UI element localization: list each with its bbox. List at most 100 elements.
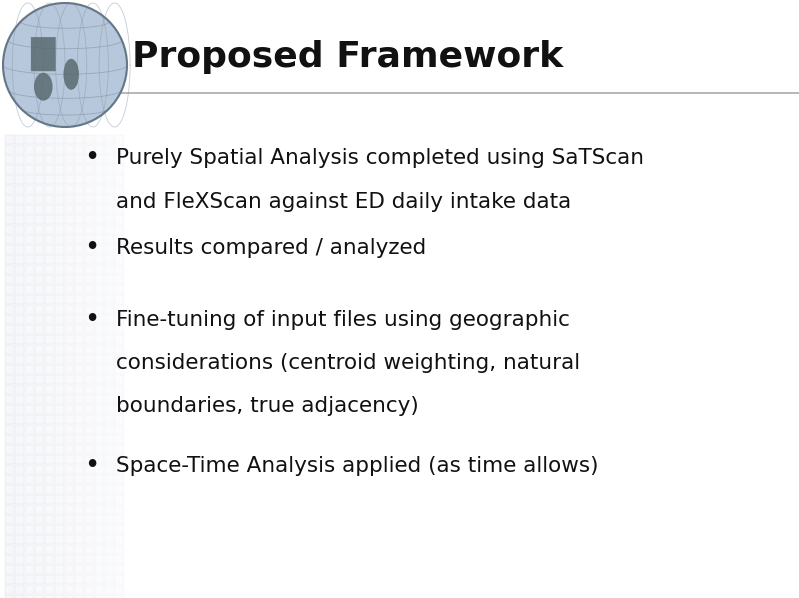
Bar <box>95 485 104 494</box>
Bar <box>55 325 64 334</box>
Bar <box>15 335 24 344</box>
Bar <box>115 355 124 364</box>
Bar <box>35 375 44 384</box>
Bar <box>5 215 14 224</box>
Bar <box>105 225 114 234</box>
Bar <box>115 385 124 394</box>
Bar <box>55 535 64 544</box>
Bar <box>115 205 124 214</box>
Bar <box>35 335 44 344</box>
Bar <box>45 225 54 234</box>
Bar <box>55 405 64 414</box>
Bar <box>45 185 54 194</box>
Bar <box>25 225 34 234</box>
Bar <box>35 425 44 434</box>
Bar <box>115 345 124 354</box>
Bar <box>115 535 124 544</box>
Bar <box>55 515 64 524</box>
Bar <box>105 365 114 374</box>
Bar <box>75 375 84 384</box>
Bar <box>105 245 114 254</box>
Bar <box>85 345 94 354</box>
Bar <box>25 315 34 324</box>
Bar <box>15 435 24 444</box>
Bar <box>25 475 34 484</box>
Bar <box>75 305 84 314</box>
Bar <box>15 515 24 524</box>
Bar <box>15 345 24 354</box>
Bar <box>95 425 104 434</box>
Bar <box>65 185 74 194</box>
Bar <box>5 245 14 254</box>
Bar <box>85 475 94 484</box>
Bar <box>55 355 64 364</box>
Bar <box>95 585 104 594</box>
Bar <box>5 285 14 294</box>
Bar <box>35 285 44 294</box>
Bar <box>55 595 64 598</box>
Bar <box>95 335 104 344</box>
Bar <box>75 265 84 274</box>
Bar <box>85 585 94 594</box>
Bar <box>75 205 84 214</box>
Bar <box>5 465 14 474</box>
Bar <box>5 205 14 214</box>
Bar <box>55 295 64 304</box>
Bar <box>105 205 114 214</box>
Bar <box>55 425 64 434</box>
Bar <box>15 175 24 184</box>
Bar <box>75 565 84 574</box>
Bar <box>55 385 64 394</box>
Bar <box>25 345 34 354</box>
Bar <box>85 325 94 334</box>
Bar <box>65 365 74 374</box>
Bar <box>55 195 64 204</box>
Bar <box>105 495 114 504</box>
Bar <box>75 515 84 524</box>
Bar <box>115 465 124 474</box>
Bar <box>35 135 44 144</box>
Bar <box>45 585 54 594</box>
Bar <box>65 435 74 444</box>
Bar <box>25 285 34 294</box>
Bar <box>35 385 44 394</box>
Bar <box>25 365 34 374</box>
Circle shape <box>3 3 127 127</box>
Bar <box>55 215 64 224</box>
Bar <box>115 545 124 554</box>
Bar <box>35 455 44 464</box>
Bar <box>15 535 24 544</box>
Bar <box>75 145 84 154</box>
Bar <box>35 515 44 524</box>
Bar <box>65 195 74 204</box>
Bar <box>95 265 104 274</box>
Bar <box>55 275 64 284</box>
Bar <box>15 365 24 374</box>
Bar <box>75 235 84 244</box>
Bar <box>115 285 124 294</box>
Bar <box>35 505 44 514</box>
Bar <box>75 415 84 424</box>
Bar <box>65 205 74 214</box>
Bar <box>105 375 114 384</box>
Bar <box>5 555 14 564</box>
Bar <box>115 395 124 404</box>
Bar <box>85 215 94 224</box>
Bar <box>105 255 114 264</box>
Bar <box>35 215 44 224</box>
Bar <box>85 425 94 434</box>
Bar <box>55 205 64 214</box>
Bar <box>75 275 84 284</box>
Bar <box>55 335 64 344</box>
Bar <box>75 585 84 594</box>
Bar <box>105 515 114 524</box>
Bar <box>55 455 64 464</box>
Bar <box>45 445 54 454</box>
Bar <box>65 255 74 264</box>
Bar <box>35 415 44 424</box>
Bar <box>105 335 114 344</box>
Bar <box>65 535 74 544</box>
Bar <box>65 425 74 434</box>
Bar <box>85 305 94 314</box>
Bar <box>35 145 44 154</box>
